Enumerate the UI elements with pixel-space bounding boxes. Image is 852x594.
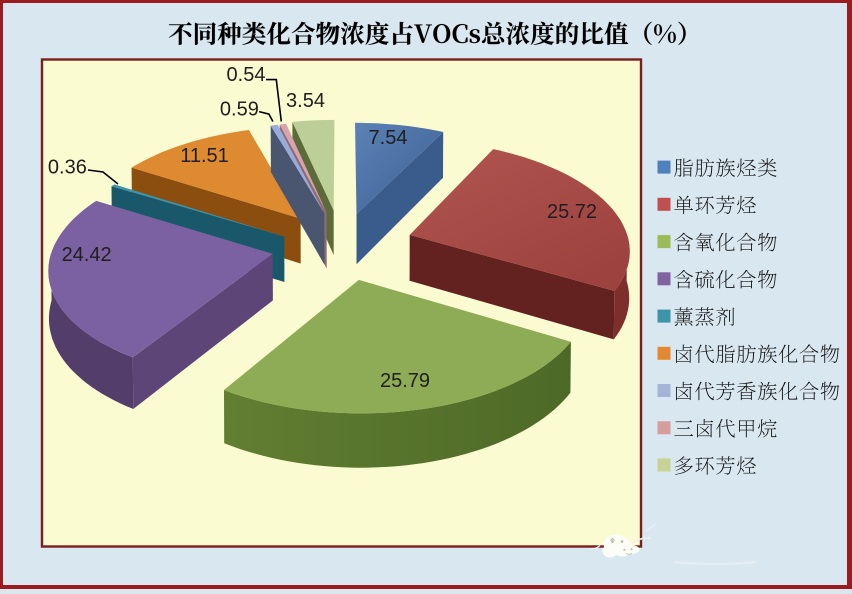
svg-text:0.36: 0.36 xyxy=(48,157,87,179)
svg-text:25.79: 25.79 xyxy=(380,370,430,392)
svg-text:11.51: 11.51 xyxy=(180,145,229,167)
svg-text:25.72: 25.72 xyxy=(547,201,597,223)
svg-text:24.42: 24.42 xyxy=(62,244,112,266)
svg-text:0.54: 0.54 xyxy=(227,64,266,86)
svg-text:0.59: 0.59 xyxy=(220,99,259,121)
svg-text:3.54: 3.54 xyxy=(286,90,325,112)
svg-text:7.54: 7.54 xyxy=(369,127,408,149)
